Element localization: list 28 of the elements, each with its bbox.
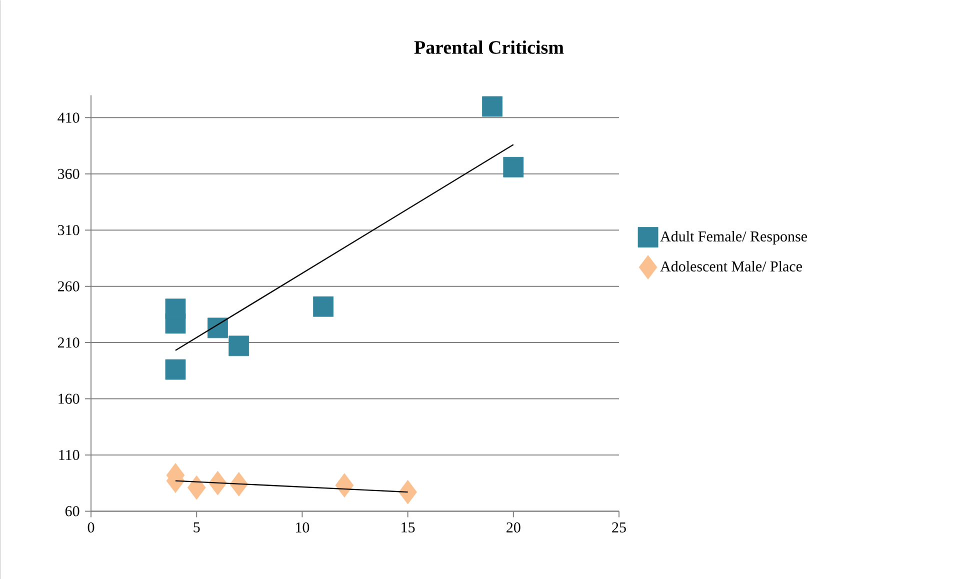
y-tick-label: 60 (65, 506, 80, 516)
legend-label: Adult Female/ Response (660, 230, 807, 244)
point (335, 472, 354, 498)
point (482, 96, 502, 116)
y-tick-label: 260 (58, 281, 80, 292)
point (228, 336, 250, 356)
x-tick-label: 10 (296, 522, 310, 532)
point (165, 298, 186, 319)
x-tick-label: 0 (88, 522, 94, 532)
x-tick-label: 15 (402, 522, 415, 532)
legend-label: Adolescent Male/ Place (660, 260, 802, 272)
x-tick-label: 25 (612, 522, 626, 532)
point (208, 470, 227, 496)
point (313, 296, 334, 317)
point (208, 318, 228, 338)
y-tick-label: 210 (58, 337, 80, 348)
y-tick-label: 160 (58, 394, 80, 404)
x-tick-label: 20 (506, 522, 520, 532)
y-tick-label: 360 (58, 168, 80, 179)
y-tick-label: 110 (59, 450, 80, 460)
chart-title: Parental Criticism (414, 40, 564, 54)
point (187, 475, 206, 500)
point (398, 480, 418, 504)
x-tick-label: 5 (194, 522, 200, 532)
point (165, 359, 186, 380)
point (503, 156, 524, 178)
y-tick-label: 310 (58, 224, 80, 235)
y-tick-label: 410 (58, 112, 80, 123)
